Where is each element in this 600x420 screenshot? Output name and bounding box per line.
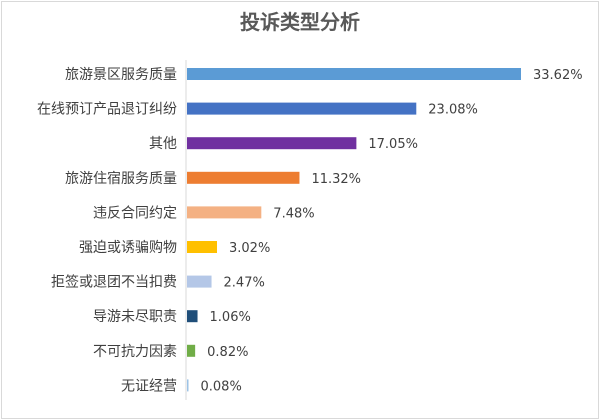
bar — [187, 275, 212, 288]
bar — [187, 68, 521, 80]
category-label: 不可抗力因素 — [93, 344, 177, 360]
bar — [187, 206, 262, 219]
bar — [187, 379, 189, 392]
data-label: 2.47% — [224, 276, 265, 291]
category-label: 违反合同约定 — [93, 205, 177, 221]
bar — [187, 241, 218, 253]
category-label: 在线预订产品退订纠纷 — [37, 102, 177, 118]
category-label: 强迫或诱骗购物 — [79, 240, 177, 256]
bar — [187, 137, 357, 150]
category-label: 无证经营 — [121, 378, 177, 394]
bar — [187, 344, 196, 357]
data-label: 0.82% — [207, 345, 248, 360]
data-label: 3.02% — [229, 241, 270, 256]
category-label: 旅游景区服务质量 — [65, 67, 177, 83]
data-label: 23.08% — [428, 103, 478, 118]
category-label: 导游未尽职责 — [93, 309, 177, 325]
category-label: 旅游住宿服务质量 — [65, 170, 177, 187]
category-label: 其他 — [149, 136, 177, 152]
chart-title: 投诉类型分析 — [240, 10, 360, 34]
data-label: 7.48% — [273, 206, 314, 221]
data-label: 11.32% — [311, 172, 361, 187]
data-label: 1.06% — [210, 310, 251, 325]
data-label: 33.62% — [533, 68, 583, 83]
bar — [187, 171, 300, 184]
data-label: 0.08% — [201, 379, 242, 394]
category-label: 拒签或退团不当扣费 — [51, 274, 177, 291]
data-label: 17.05% — [368, 137, 418, 152]
bar — [187, 310, 198, 323]
bar — [187, 102, 417, 115]
